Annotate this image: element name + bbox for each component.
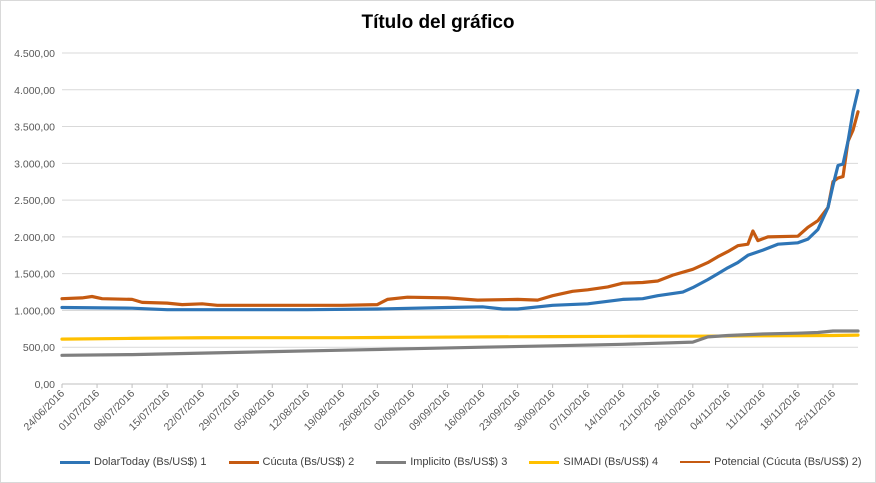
- legend-label: Implicito (Bs/US$) 3: [410, 456, 508, 468]
- y-tick-label: 3.500,00: [14, 122, 55, 134]
- legend-item: Cúcuta (Bs/US$) 2: [228, 456, 355, 468]
- y-tick-label: 1.000,00: [14, 305, 55, 317]
- series-line-1: [60, 88, 860, 312]
- legend-label: DolarToday (Bs/US$) 1: [94, 456, 207, 468]
- legend-item: Implicito (Bs/US$) 3: [376, 456, 507, 468]
- gridlines: [62, 52, 858, 385]
- series-line-3: [60, 329, 860, 357]
- y-tick-label: 0,00: [35, 379, 56, 391]
- legend-label: SIMADI (Bs/US$) 4: [563, 456, 659, 468]
- legend-swatch: [680, 461, 711, 463]
- x-axis: 24/06/201601/07/201608/07/201615/07/2016…: [21, 384, 838, 433]
- legend-label: Cúcuta (Bs/US$) 2: [262, 456, 355, 468]
- legend-swatch: [376, 460, 407, 464]
- y-tick-label: 4.000,00: [14, 85, 55, 97]
- y-tick-label: 3.000,00: [14, 158, 55, 170]
- y-axis: 0,00 500,00 1.000,00 1.500,00 2.000,00 2.500,…: [14, 48, 55, 391]
- legend-swatch: [529, 460, 560, 464]
- legend-swatch: [60, 460, 90, 464]
- legend-swatch: [228, 460, 259, 464]
- y-tick-label: 4.500,00: [14, 48, 55, 60]
- y-tick-label: 2.000,00: [14, 232, 55, 244]
- legend-item: SIMADI (Bs/US$) 4: [529, 456, 658, 468]
- legend: DolarToday (Bs/US$) 1 Cúcuta (Bs/US$) 2 Im…: [60, 456, 862, 468]
- legend-label: Potencial (Cúcuta (Bs/US$) 2): [714, 456, 862, 468]
- y-tick-label: 1.500,00: [14, 269, 55, 281]
- series-line-4: [60, 333, 860, 341]
- legend-item: Potencial (Cúcuta (Bs/US$) 2): [680, 456, 862, 468]
- series-line-2: [60, 110, 860, 307]
- chart-title: Título del gráfico: [361, 12, 515, 33]
- y-tick-label: 500,00: [23, 342, 55, 354]
- y-tick-label: 2.500,00: [14, 195, 55, 207]
- legend-item: DolarToday (Bs/US$) 1: [60, 456, 207, 468]
- series-lines: [60, 88, 860, 357]
